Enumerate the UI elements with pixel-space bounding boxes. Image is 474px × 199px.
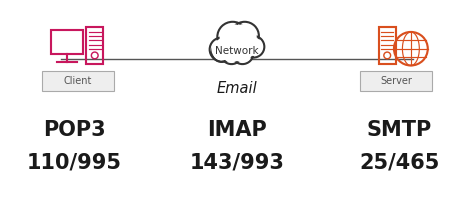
Circle shape (244, 38, 263, 56)
Text: SMTP: SMTP (367, 120, 432, 139)
Circle shape (211, 39, 232, 60)
Circle shape (213, 44, 230, 60)
Circle shape (220, 42, 243, 64)
FancyBboxPatch shape (42, 71, 114, 91)
Circle shape (217, 22, 248, 52)
Text: 143/993: 143/993 (190, 152, 284, 172)
Circle shape (243, 36, 264, 58)
Circle shape (212, 42, 231, 62)
Text: 25/465: 25/465 (359, 152, 440, 172)
Circle shape (233, 24, 257, 48)
Text: 110/995: 110/995 (27, 152, 122, 172)
Circle shape (222, 44, 241, 62)
Text: POP3: POP3 (43, 120, 106, 139)
Text: IMAP: IMAP (207, 120, 267, 139)
Text: Email: Email (217, 81, 257, 96)
Circle shape (233, 44, 252, 62)
FancyBboxPatch shape (360, 71, 432, 91)
Circle shape (210, 38, 234, 61)
Circle shape (231, 42, 254, 64)
Text: Client: Client (64, 76, 92, 86)
Text: Server: Server (380, 76, 412, 86)
Circle shape (219, 24, 246, 50)
Text: Network: Network (215, 46, 259, 56)
Circle shape (230, 22, 259, 50)
